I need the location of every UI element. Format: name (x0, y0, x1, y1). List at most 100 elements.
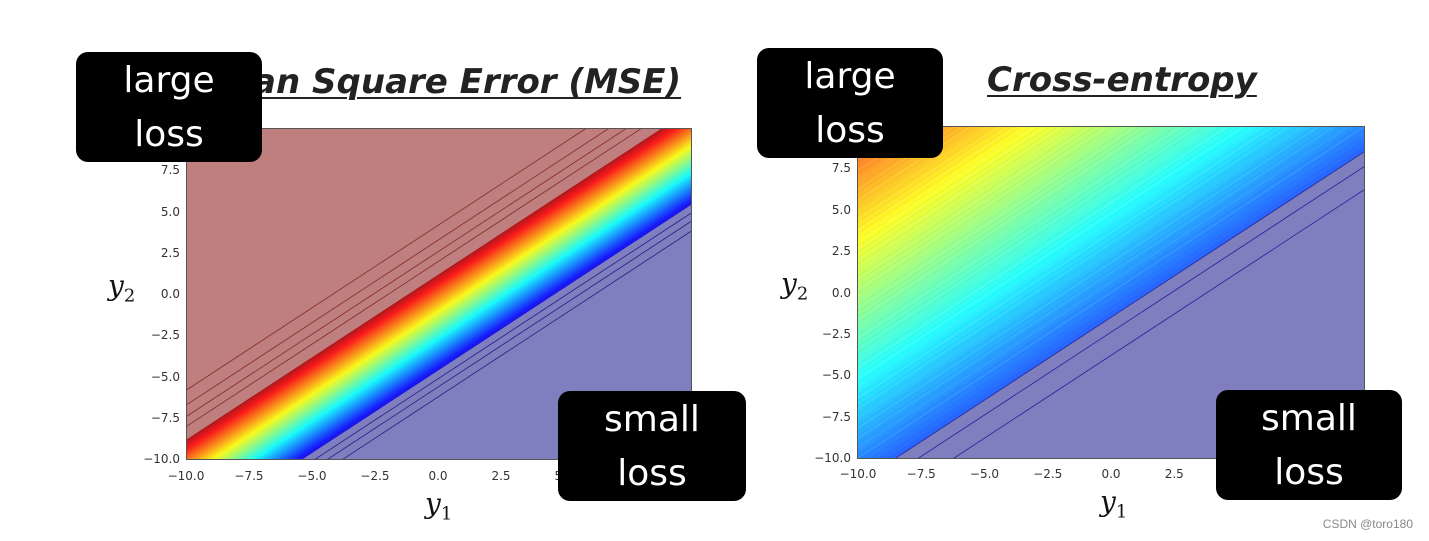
contour-line (858, 127, 1137, 310)
contour-line (858, 127, 1320, 429)
contour-band (196, 135, 691, 459)
contour-line (858, 127, 1077, 270)
x-tick-label: −10.0 (167, 469, 205, 483)
ce-chart-title: Cross-entropy (987, 60, 1257, 100)
contour-band (858, 127, 1140, 311)
x-tick-label: −2.5 (360, 469, 390, 483)
x-tick-label: −7.5 (906, 467, 936, 481)
low-loss-contour-line (314, 212, 691, 459)
contour-band (259, 176, 691, 459)
mse-large-loss-badge: large loss (76, 52, 262, 162)
y-tick-label: −10.0 (143, 452, 180, 466)
contour-band (858, 127, 1239, 377)
contour-line (858, 127, 1259, 389)
contour-band (858, 127, 1176, 335)
y-tick-label: −2.5 (821, 326, 851, 341)
low-loss-contour-line (895, 151, 1364, 458)
y-tick-label: 0.0 (160, 287, 180, 301)
contour-band (239, 163, 691, 459)
contour-line (858, 127, 1183, 340)
contour-band (269, 183, 691, 459)
contour-band (229, 157, 691, 459)
contour-band (858, 127, 1167, 329)
contour-line (858, 127, 986, 211)
contour-line (858, 127, 1031, 240)
watermark: CSDN @toro180 (1322, 517, 1413, 531)
low-loss-contour-line (327, 221, 691, 459)
mse-x-axis-label: y1 (425, 487, 453, 525)
contour-line (858, 127, 1107, 290)
contour-line (858, 127, 1001, 220)
contour-line (858, 127, 1213, 359)
x-tick-label: −2.5 (1033, 467, 1063, 481)
high-loss-contour-line (187, 129, 642, 427)
y-tick-label: 7.5 (831, 161, 851, 176)
contour-band (193, 133, 691, 459)
contour-band (296, 200, 691, 459)
x-tick-label: −5.0 (297, 469, 327, 483)
contour-line (858, 127, 1016, 230)
x-tick-label: 0.0 (1101, 467, 1121, 481)
y-tick-label: 2.5 (831, 244, 851, 259)
contour-band (233, 159, 691, 459)
cross-entropy-chart-panel: Cross-entropy 7.5 5.0 2.5 0.0 −2.5 −5.0 −7.5 −1… (714, 0, 1429, 541)
contour-line (858, 127, 1092, 280)
low-loss-contour-line (953, 189, 1364, 458)
contour-band (209, 144, 691, 459)
contour-line (858, 127, 1244, 379)
contour-band (273, 185, 691, 459)
x-tick-label: 2.5 (491, 469, 511, 483)
ce-plot-area (857, 126, 1365, 459)
contour-band (236, 161, 691, 459)
contour-band (858, 127, 976, 205)
contour-line (858, 127, 1335, 439)
x-tick-label: −10.0 (839, 467, 877, 481)
y-tick-label: −5.0 (821, 368, 851, 383)
contour-line (858, 127, 1350, 449)
mse-plot-area (186, 128, 692, 460)
contour-band (289, 196, 691, 459)
low-loss-contour-line (342, 230, 691, 459)
mse-chart-title: ean Square Error (MSE) (230, 62, 682, 102)
contour-line (858, 127, 1274, 399)
y-tick-label: −7.5 (821, 409, 851, 424)
contour-band (858, 127, 1013, 228)
contour-line (858, 127, 1046, 250)
x-tick-label: 0.0 (428, 469, 448, 483)
y-tick-label: 0.0 (831, 285, 851, 300)
high-loss-contour-line (187, 129, 627, 417)
ce-y-axis-label: y2 (781, 267, 809, 305)
contour-band (213, 146, 691, 459)
contour-band (256, 174, 691, 459)
contour-band (858, 127, 1364, 458)
contour-band (219, 150, 691, 459)
contour-line (858, 127, 1304, 419)
contour-line (858, 127, 1228, 369)
contour-line (858, 127, 1289, 409)
contour-band (858, 127, 1149, 317)
high-loss-contour-line (187, 129, 586, 391)
mse-chart-panel: ean Square Error (MSE) 7.5 5.0 2.5 0.0 −2.5 −… (0, 0, 746, 541)
contour-band (279, 189, 691, 459)
contour-band (858, 127, 985, 211)
contour-band (187, 129, 671, 446)
high-loss-contour-line (187, 129, 609, 405)
contour-band (187, 129, 691, 459)
y-tick-label: 5.0 (160, 204, 180, 219)
ce-small-loss-badge: small loss (1216, 390, 1402, 500)
contour-line (858, 127, 1061, 260)
mse-small-loss-badge: small loss (558, 391, 746, 501)
y-tick-label: 5.0 (831, 202, 851, 217)
y-tick-label: −5.0 (150, 369, 180, 384)
contour-line (858, 127, 1153, 320)
contour-line (858, 127, 1122, 300)
contour-band (292, 198, 691, 459)
low-loss-contour-line (917, 166, 1364, 458)
contour-band (253, 172, 691, 459)
contour-band (187, 129, 678, 451)
contour-line (858, 127, 1364, 458)
y-tick-label: 2.5 (160, 245, 180, 260)
ce-heatmap (858, 127, 1364, 458)
y-tick-label: −2.5 (150, 328, 180, 343)
x-tick-label: −7.5 (234, 469, 264, 483)
